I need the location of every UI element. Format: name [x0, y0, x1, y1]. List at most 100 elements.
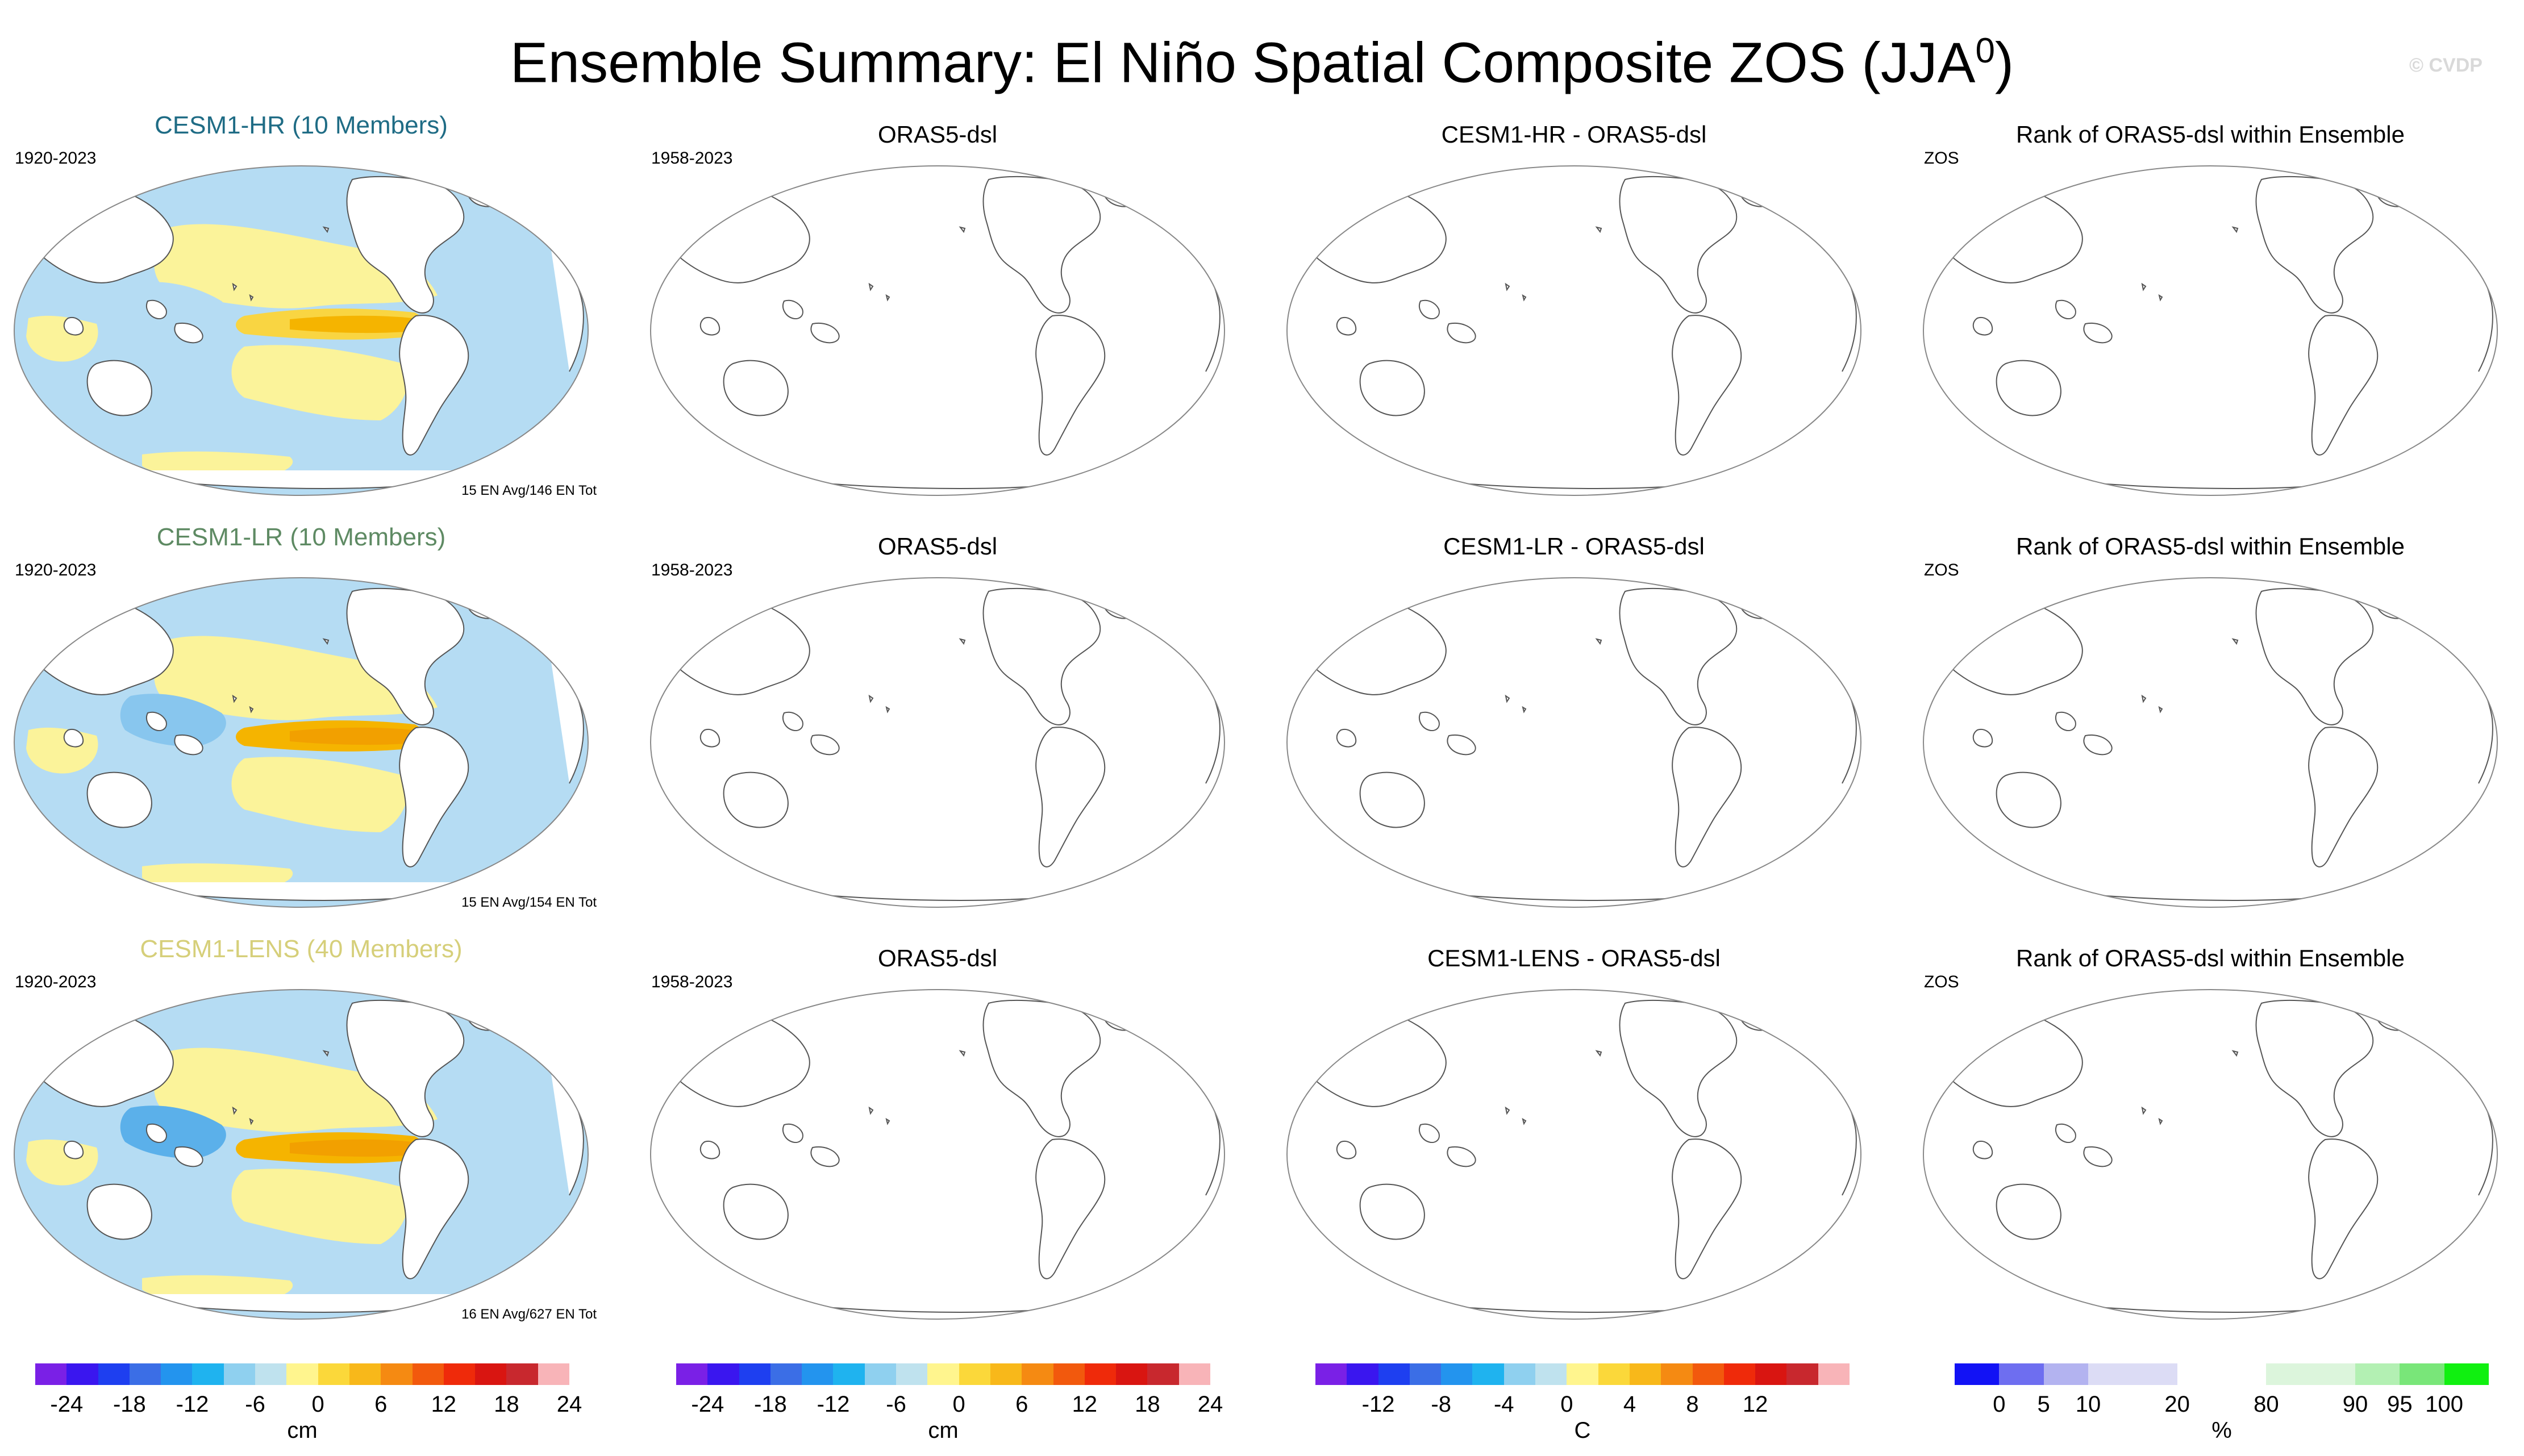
colorbar-swatch	[1409, 1363, 1442, 1385]
empty-map	[1286, 577, 1861, 908]
panel-label: ZOS	[1924, 149, 1959, 168]
colorbar-swatch	[1053, 1363, 1085, 1385]
colorbar-swatch	[35, 1363, 67, 1385]
colorbar-swatch	[1786, 1363, 1819, 1385]
colorbar-tick-label: 18	[494, 1392, 519, 1417]
colorbar-swatch	[2177, 1363, 2222, 1385]
colorbar-swatch	[443, 1363, 476, 1385]
colorbar-swatch	[2043, 1363, 2089, 1385]
panel-title: ORAS5-dsl	[877, 121, 998, 148]
colorbar: -24 -18 -12 -6 0 6 12 18 24 cm	[676, 1363, 1223, 1456]
colorbar-tick-label: -12	[1361, 1392, 1395, 1417]
rank-panel: Rank of ORAS5-dsl within Ensemble ZOS	[1915, 525, 2506, 923]
colorbar-swatch	[2400, 1363, 2445, 1385]
colorbar-swatch	[192, 1363, 224, 1385]
panel-title: CESM1-HR (10 Members)	[155, 111, 448, 139]
colorbar-swatch	[2133, 1363, 2178, 1385]
colorbar-swatch	[2222, 1363, 2267, 1385]
panel-title: Rank of ORAS5-dsl within Ensemble	[2016, 533, 2405, 560]
colorbar-swatch	[896, 1363, 928, 1385]
colorbar-tick-label: -8	[1431, 1392, 1451, 1417]
colorbar-swatch	[2088, 1363, 2133, 1385]
colorbar-swatch	[739, 1363, 771, 1385]
panel-label: 1920-2023	[15, 149, 97, 168]
title-superscript: 0	[1975, 31, 1995, 70]
colorbar-tick-label: -6	[886, 1392, 906, 1417]
colorbar-tick-label: 18	[1135, 1392, 1160, 1417]
colorbar-swatch	[1999, 1363, 2044, 1385]
colorbar-swatch	[161, 1363, 193, 1385]
panel-label: 1958-2023	[651, 149, 733, 168]
panel-title: ORAS5-dsl	[877, 945, 998, 971]
panel-label: ZOS	[1924, 561, 1959, 579]
title-text: Ensemble Summary: El Niño Spatial Compos…	[510, 31, 1976, 95]
watermark: © CVDP	[2409, 55, 2483, 76]
panel-label: 1920-2023	[15, 561, 97, 579]
panel-title: Rank of ORAS5-dsl within Ensemble	[2016, 945, 2405, 971]
colorbar-tick-label: 0	[1993, 1392, 2006, 1417]
colorbar-swatch	[381, 1363, 413, 1385]
colorbar-tick-label: 12	[1742, 1392, 1768, 1417]
colorbar-swatch	[707, 1363, 740, 1385]
colorbar: 0 5 10 20 80 90 95 100%	[1955, 1363, 2489, 1456]
colorbar-swatch	[1347, 1363, 1379, 1385]
colorbar-swatch	[1535, 1363, 1567, 1385]
colorbar-tick-label: 95	[2387, 1392, 2413, 1417]
empty-map	[1286, 989, 1861, 1320]
colorbar-swatch	[412, 1363, 444, 1385]
empty-map	[650, 577, 1225, 908]
empty-map	[1923, 165, 2498, 496]
colorbar-swatch	[770, 1363, 802, 1385]
colorbar-swatch	[927, 1363, 960, 1385]
panel-title: CESM1-LENS - ORAS5-dsl	[1427, 945, 1721, 971]
rank-panel: Rank of ORAS5-dsl within Ensemble ZOS	[1915, 114, 2506, 511]
panel-title: CESM1-LENS (40 Members)	[140, 935, 463, 963]
ensemble-note: 15 EN Avg/154 EN Tot	[461, 895, 597, 910]
filled-map	[14, 165, 589, 496]
colorbar-tick-label: -24	[691, 1392, 724, 1417]
colorbar-tick-label: 8	[1686, 1392, 1699, 1417]
colorbar-swatch	[833, 1363, 865, 1385]
colorbar-swatch	[2266, 1363, 2311, 1385]
colorbar-swatch	[1315, 1363, 1347, 1385]
model-panel: CESM1-LENS (40 Members) 1920-2023 16 EN Av…	[6, 935, 597, 1335]
colorbar-tick-label: -18	[113, 1392, 146, 1417]
colorbar-swatch	[475, 1363, 507, 1385]
colorbar-swatch	[802, 1363, 834, 1385]
colorbar-unit: cm	[928, 1418, 959, 1443]
colorbar-swatch	[1629, 1363, 1661, 1385]
colorbar-tick-label: 100	[2425, 1392, 2464, 1417]
colorbar-tick-label: 12	[431, 1392, 457, 1417]
colorbar-swatch	[990, 1363, 1022, 1385]
colorbar-swatch	[864, 1363, 897, 1385]
colorbar-tick-label: 0	[952, 1392, 965, 1417]
title-close: )	[1994, 31, 2014, 95]
colorbar-tick-label: 90	[2342, 1392, 2368, 1417]
colorbar-tick-label: -18	[753, 1392, 787, 1417]
colorbar-swatch	[1022, 1363, 1054, 1385]
colorbar-tick-label: -4	[1493, 1392, 1514, 1417]
colorbar-swatch	[223, 1363, 256, 1385]
colorbar-swatch	[1178, 1363, 1211, 1385]
model-panel: CESM1-LR (10 Members) 1920-2023 15 EN Avg/…	[6, 523, 597, 923]
colorbar-tick-label: 12	[1072, 1392, 1098, 1417]
colorbar-swatch	[1567, 1363, 1599, 1385]
filled-map	[14, 577, 589, 908]
ensemble-note: 16 EN Avg/627 EN Tot	[461, 1307, 597, 1322]
colorbar-swatch	[129, 1363, 161, 1385]
colorbar-swatch	[2310, 1363, 2356, 1385]
model-panel: CESM1-HR (10 Members) 1920-2023 15 EN Avg/…	[6, 111, 597, 511]
colorbar-swatch	[1955, 1363, 2000, 1385]
colorbar-tick-label: 6	[1015, 1392, 1028, 1417]
empty-map	[1923, 989, 2498, 1320]
colorbar-tick-label: 80	[2254, 1392, 2279, 1417]
colorbar-tick-label: 10	[2075, 1392, 2101, 1417]
colorbar-swatch	[2355, 1363, 2400, 1385]
panel-title: Rank of ORAS5-dsl within Ensemble	[2016, 121, 2405, 148]
colorbar-tick-label: 20	[2164, 1392, 2190, 1417]
colorbar-tick-label: -6	[245, 1392, 265, 1417]
filled-map	[14, 989, 589, 1320]
colorbar-swatch	[959, 1363, 991, 1385]
colorbar-tick-label: 24	[556, 1392, 582, 1417]
empty-map	[650, 989, 1225, 1320]
